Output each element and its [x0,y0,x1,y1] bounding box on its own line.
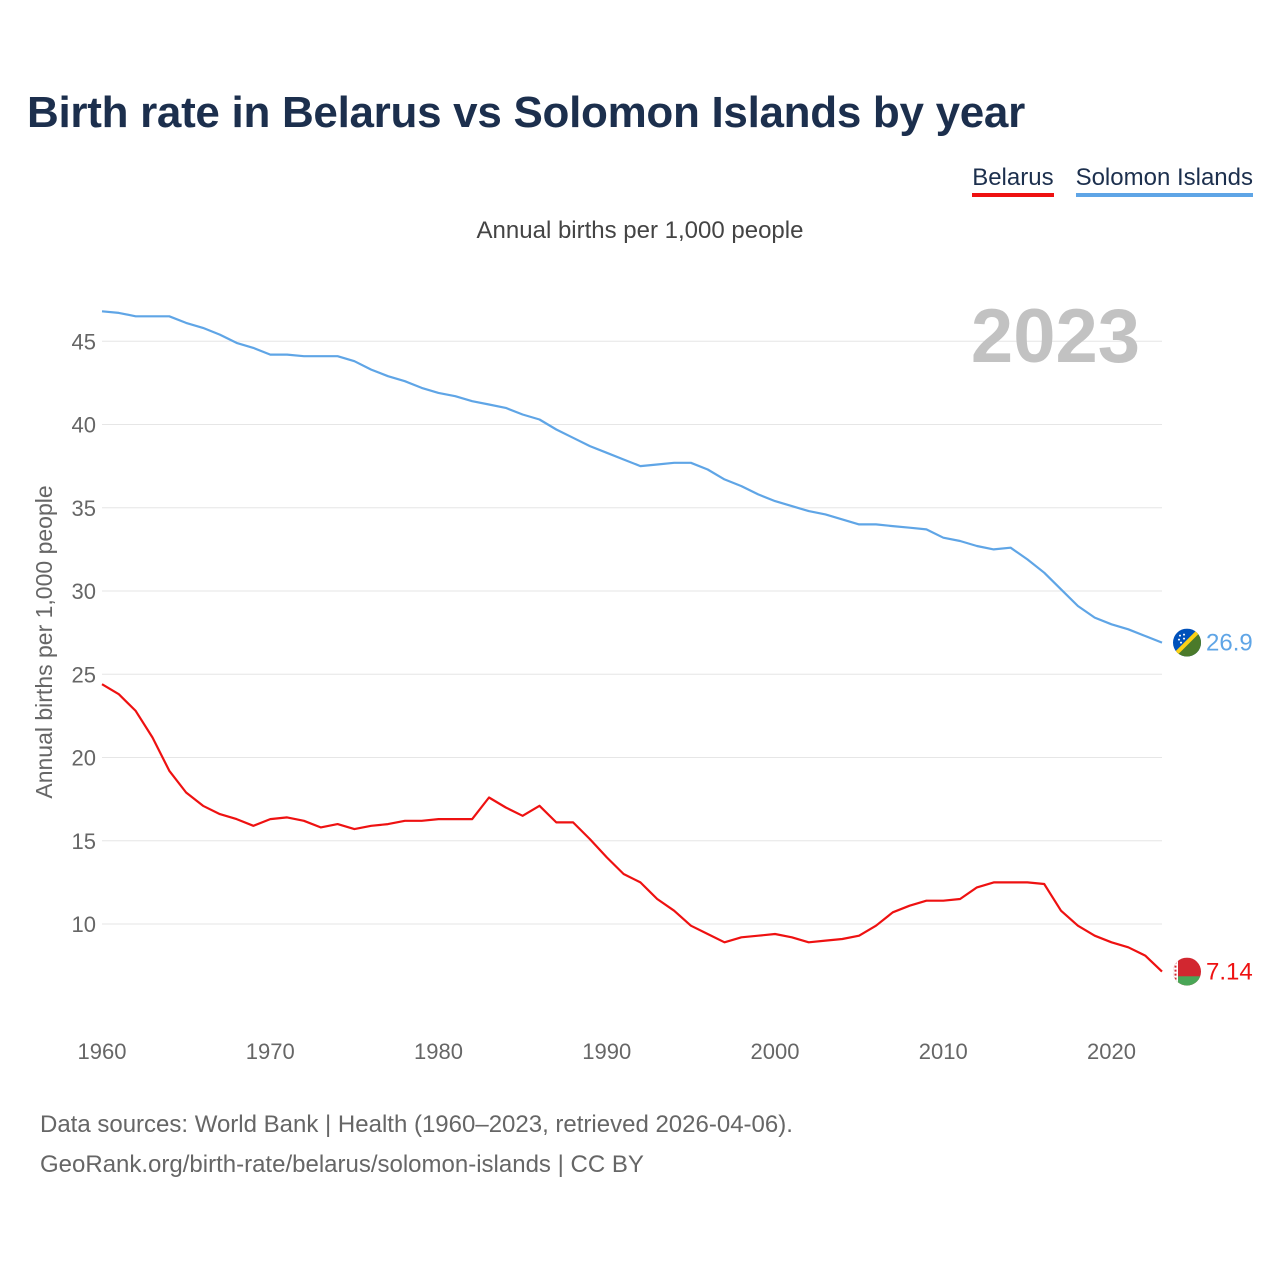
y-tick-40: 40 [72,413,96,438]
current-year-label: 2023 [971,294,1140,379]
y-tick-25: 25 [72,662,96,687]
series-line-solomon-islands[interactable] [101,310,1163,644]
x-tick-2020: 2020 [1087,1039,1136,1064]
end-value-belarus: 7.14 [1206,959,1253,986]
x-tick-2010: 2010 [919,1039,968,1064]
y-tick-20: 20 [72,746,96,771]
x-tick-2000: 2000 [751,1039,800,1064]
series-lines [101,310,1163,973]
x-tick-1990: 1990 [582,1039,631,1064]
y-tick-30: 30 [72,579,96,604]
legend: Belarus Solomon Islands [972,164,1253,197]
gridlines [102,340,1162,925]
legend-item-belarus[interactable]: Belarus [972,164,1054,197]
y-tick-45: 45 [72,329,96,354]
legend-item-solomon-islands[interactable]: Solomon Islands [1075,164,1253,197]
y-tick-35: 35 [72,496,96,521]
chart-title: Birth rate in Belarus vs Solomon Islands… [27,88,1025,137]
end-value-solomon-islands: 26.9 [1206,630,1253,657]
source-link[interactable]: GeoRank.org/birth-rate/belarus/solomon-i… [40,1151,644,1178]
x-tick-1980: 1980 [414,1039,463,1064]
x-tick-1960: 1960 [78,1039,127,1064]
x-tick-1970: 1970 [246,1039,295,1064]
flag-icon-solomon-islands [1173,628,1201,657]
y-tick-15: 15 [72,829,96,854]
series-line-belarus[interactable] [101,683,1163,973]
flag-icon-belarus [1173,957,1201,986]
x-axis-ticks: 1960 1970 1980 1990 2000 2010 2020 [78,1039,1136,1064]
series-end-markers: 7.14 26.9 [1173,628,1253,986]
data-source-note: Data sources: World Bank | Health (1960–… [40,1111,793,1138]
y-tick-10: 10 [72,912,96,937]
y-axis-label: Annual births per 1,000 people [31,485,57,798]
y-axis-ticks: 10 15 20 25 30 35 40 45 [72,329,96,937]
chart-subtitle: Annual births per 1,000 people [476,217,804,244]
footer: Data sources: World Bank | Health (1960–… [40,1105,793,1185]
